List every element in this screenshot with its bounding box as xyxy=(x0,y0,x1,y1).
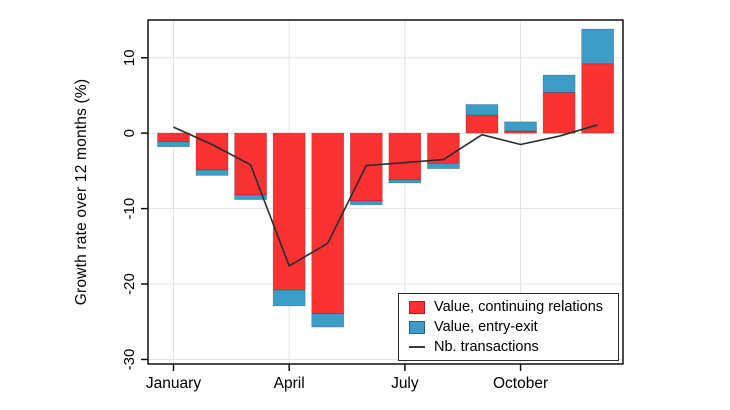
bar-entry-exit-September xyxy=(465,104,499,116)
x-tick-label: April xyxy=(274,375,305,392)
x-tick-label: January xyxy=(146,375,201,392)
y-tick-label: 0 xyxy=(121,129,138,137)
y-tick-label: -20 xyxy=(121,273,138,295)
nb-transactions-line xyxy=(173,124,598,267)
x-tick-label: October xyxy=(493,375,548,392)
legend-item-entry-exit: Value, entry-exit xyxy=(409,319,608,335)
bar-entry-exit-October xyxy=(504,121,537,132)
bar-entry-exit-December xyxy=(581,28,615,65)
bar-entry-exit-January xyxy=(157,141,190,148)
bar-entry-exit-March xyxy=(234,194,267,200)
bar-entry-exit-February xyxy=(195,169,229,176)
bar-continuing-January xyxy=(157,132,190,142)
legend-item-continuing-relations: Value, continuing relations xyxy=(409,299,608,315)
y-tick-label: -10 xyxy=(121,198,138,220)
bar-continuing-August xyxy=(427,132,460,164)
legend-label-nb-transactions: Nb. transactions xyxy=(434,339,539,355)
legend: Value, continuing relations Value, entry… xyxy=(398,293,619,361)
y-tick-label: 10 xyxy=(121,49,138,66)
bar-entry-exit-May xyxy=(311,313,345,328)
legend-label-continuing-relations: Value, continuing relations xyxy=(434,299,604,315)
bar-entry-exit-July xyxy=(388,179,422,184)
red-bar-swatch-icon xyxy=(409,300,425,314)
blue-bar-swatch-icon xyxy=(409,320,425,334)
bar-entry-exit-November xyxy=(542,74,576,93)
bar-entry-exit-August xyxy=(427,162,460,169)
bar-continuing-May xyxy=(311,132,345,314)
plot-frame xyxy=(147,19,624,365)
bar-continuing-September xyxy=(465,114,499,134)
bar-continuing-July xyxy=(388,132,422,181)
bar-entry-exit-April xyxy=(272,289,306,307)
x-tick-label: July xyxy=(391,375,419,392)
bar-continuing-November xyxy=(542,92,576,134)
bar-continuing-December xyxy=(581,63,615,134)
y-tick-label: -30 xyxy=(121,349,138,371)
line-swatch-icon xyxy=(409,346,425,348)
y-axis-title: Growth rate over 12 months (%) xyxy=(73,78,90,306)
bar-entry-exit-June xyxy=(349,200,383,206)
legend-item-nb-transactions: Nb. transactions xyxy=(409,339,608,355)
legend-label-entry-exit: Value, entry-exit xyxy=(434,319,538,335)
